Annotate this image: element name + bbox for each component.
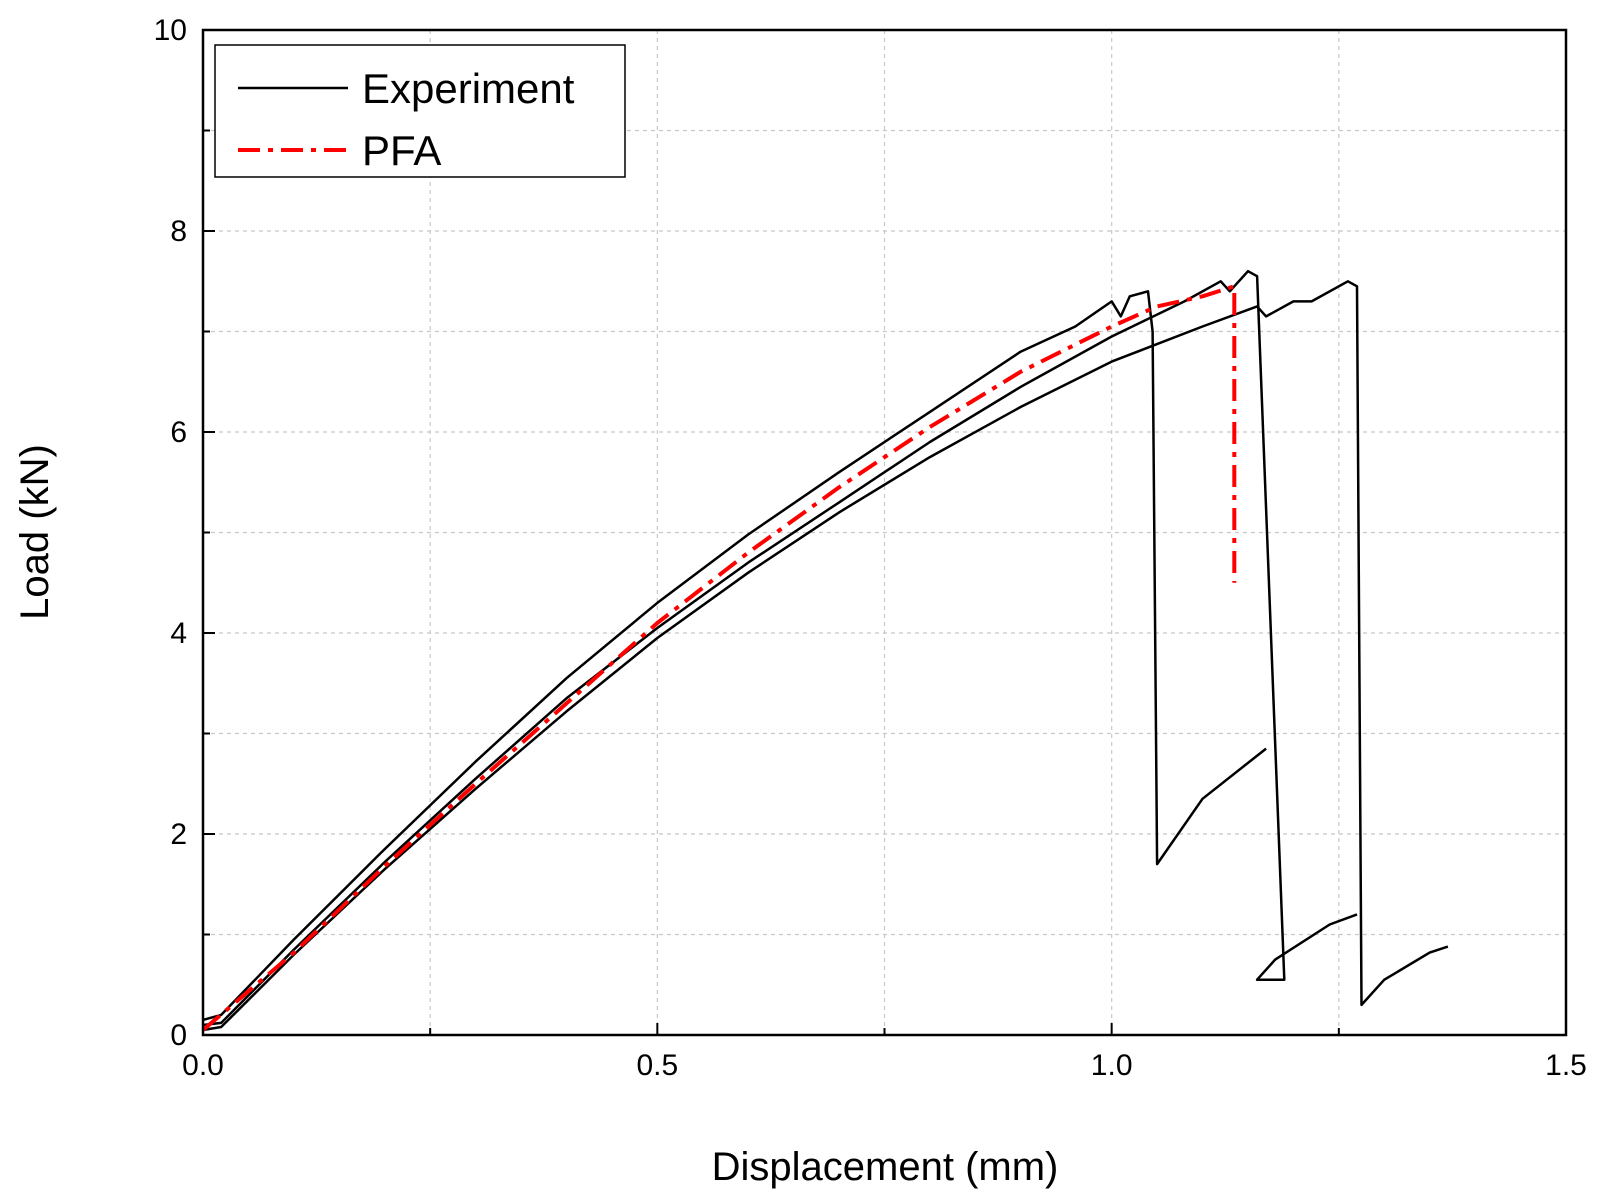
- y-tick-label: 10: [154, 14, 187, 47]
- y-tick-label: 8: [170, 215, 187, 248]
- legend-box: [214, 44, 626, 178]
- legend: Experiment PFA: [214, 44, 626, 178]
- series-line-experiment-3: [202, 280, 1449, 1032]
- x-tick-label: 0.0: [182, 1049, 224, 1082]
- y-axis-title: Load (kN): [13, 444, 57, 620]
- series-layer: [201, 269, 1449, 1032]
- y-tick-label: 4: [170, 617, 187, 650]
- legend-label-pfa: PFA: [362, 127, 441, 174]
- x-tick-label: 1.0: [1091, 1049, 1133, 1082]
- series-line-experiment-1: [202, 290, 1267, 1022]
- y-tick-label: 2: [170, 818, 187, 851]
- series-line-pfa: [201, 284, 1237, 1032]
- legend-label-experiment: Experiment: [362, 65, 575, 112]
- x-axis-title: Displacement (mm): [712, 1145, 1059, 1189]
- x-tick-label: 0.5: [636, 1049, 678, 1082]
- axis-ticks: 0.0 0.5 1.0 1.5 0 2 4 6 8 10: [154, 14, 1587, 1082]
- y-tick-label: 6: [170, 416, 187, 449]
- x-tick-label: 1.5: [1545, 1049, 1587, 1082]
- y-tick-label: 0: [170, 1019, 187, 1052]
- series-line-experiment-2: [202, 269, 1358, 1027]
